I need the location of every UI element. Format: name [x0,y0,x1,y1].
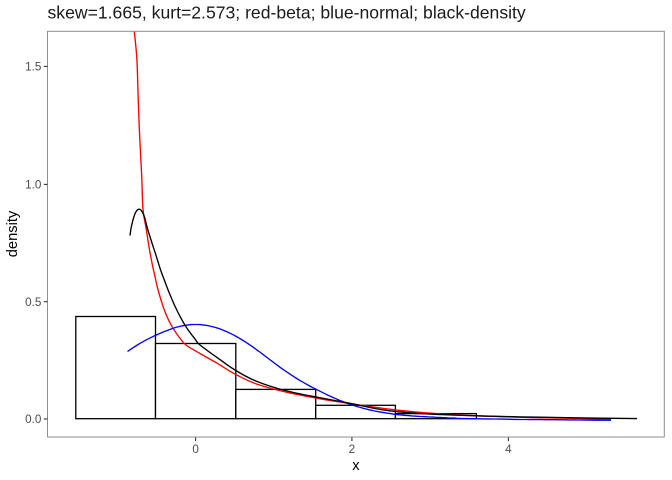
svg-text:2: 2 [349,443,356,456]
svg-text:x: x [352,458,360,474]
svg-text:1.0: 1.0 [25,179,42,192]
svg-text:density: density [5,210,21,257]
svg-text:4: 4 [505,443,512,456]
svg-text:0: 0 [192,443,199,456]
svg-text:0.5: 0.5 [25,296,42,309]
svg-text:1.5: 1.5 [25,61,42,74]
svg-text:0.0: 0.0 [25,413,42,426]
svg-text:skew=1.665, kurt=2.573; red-be: skew=1.665, kurt=2.573; red-beta; blue-n… [48,3,526,23]
